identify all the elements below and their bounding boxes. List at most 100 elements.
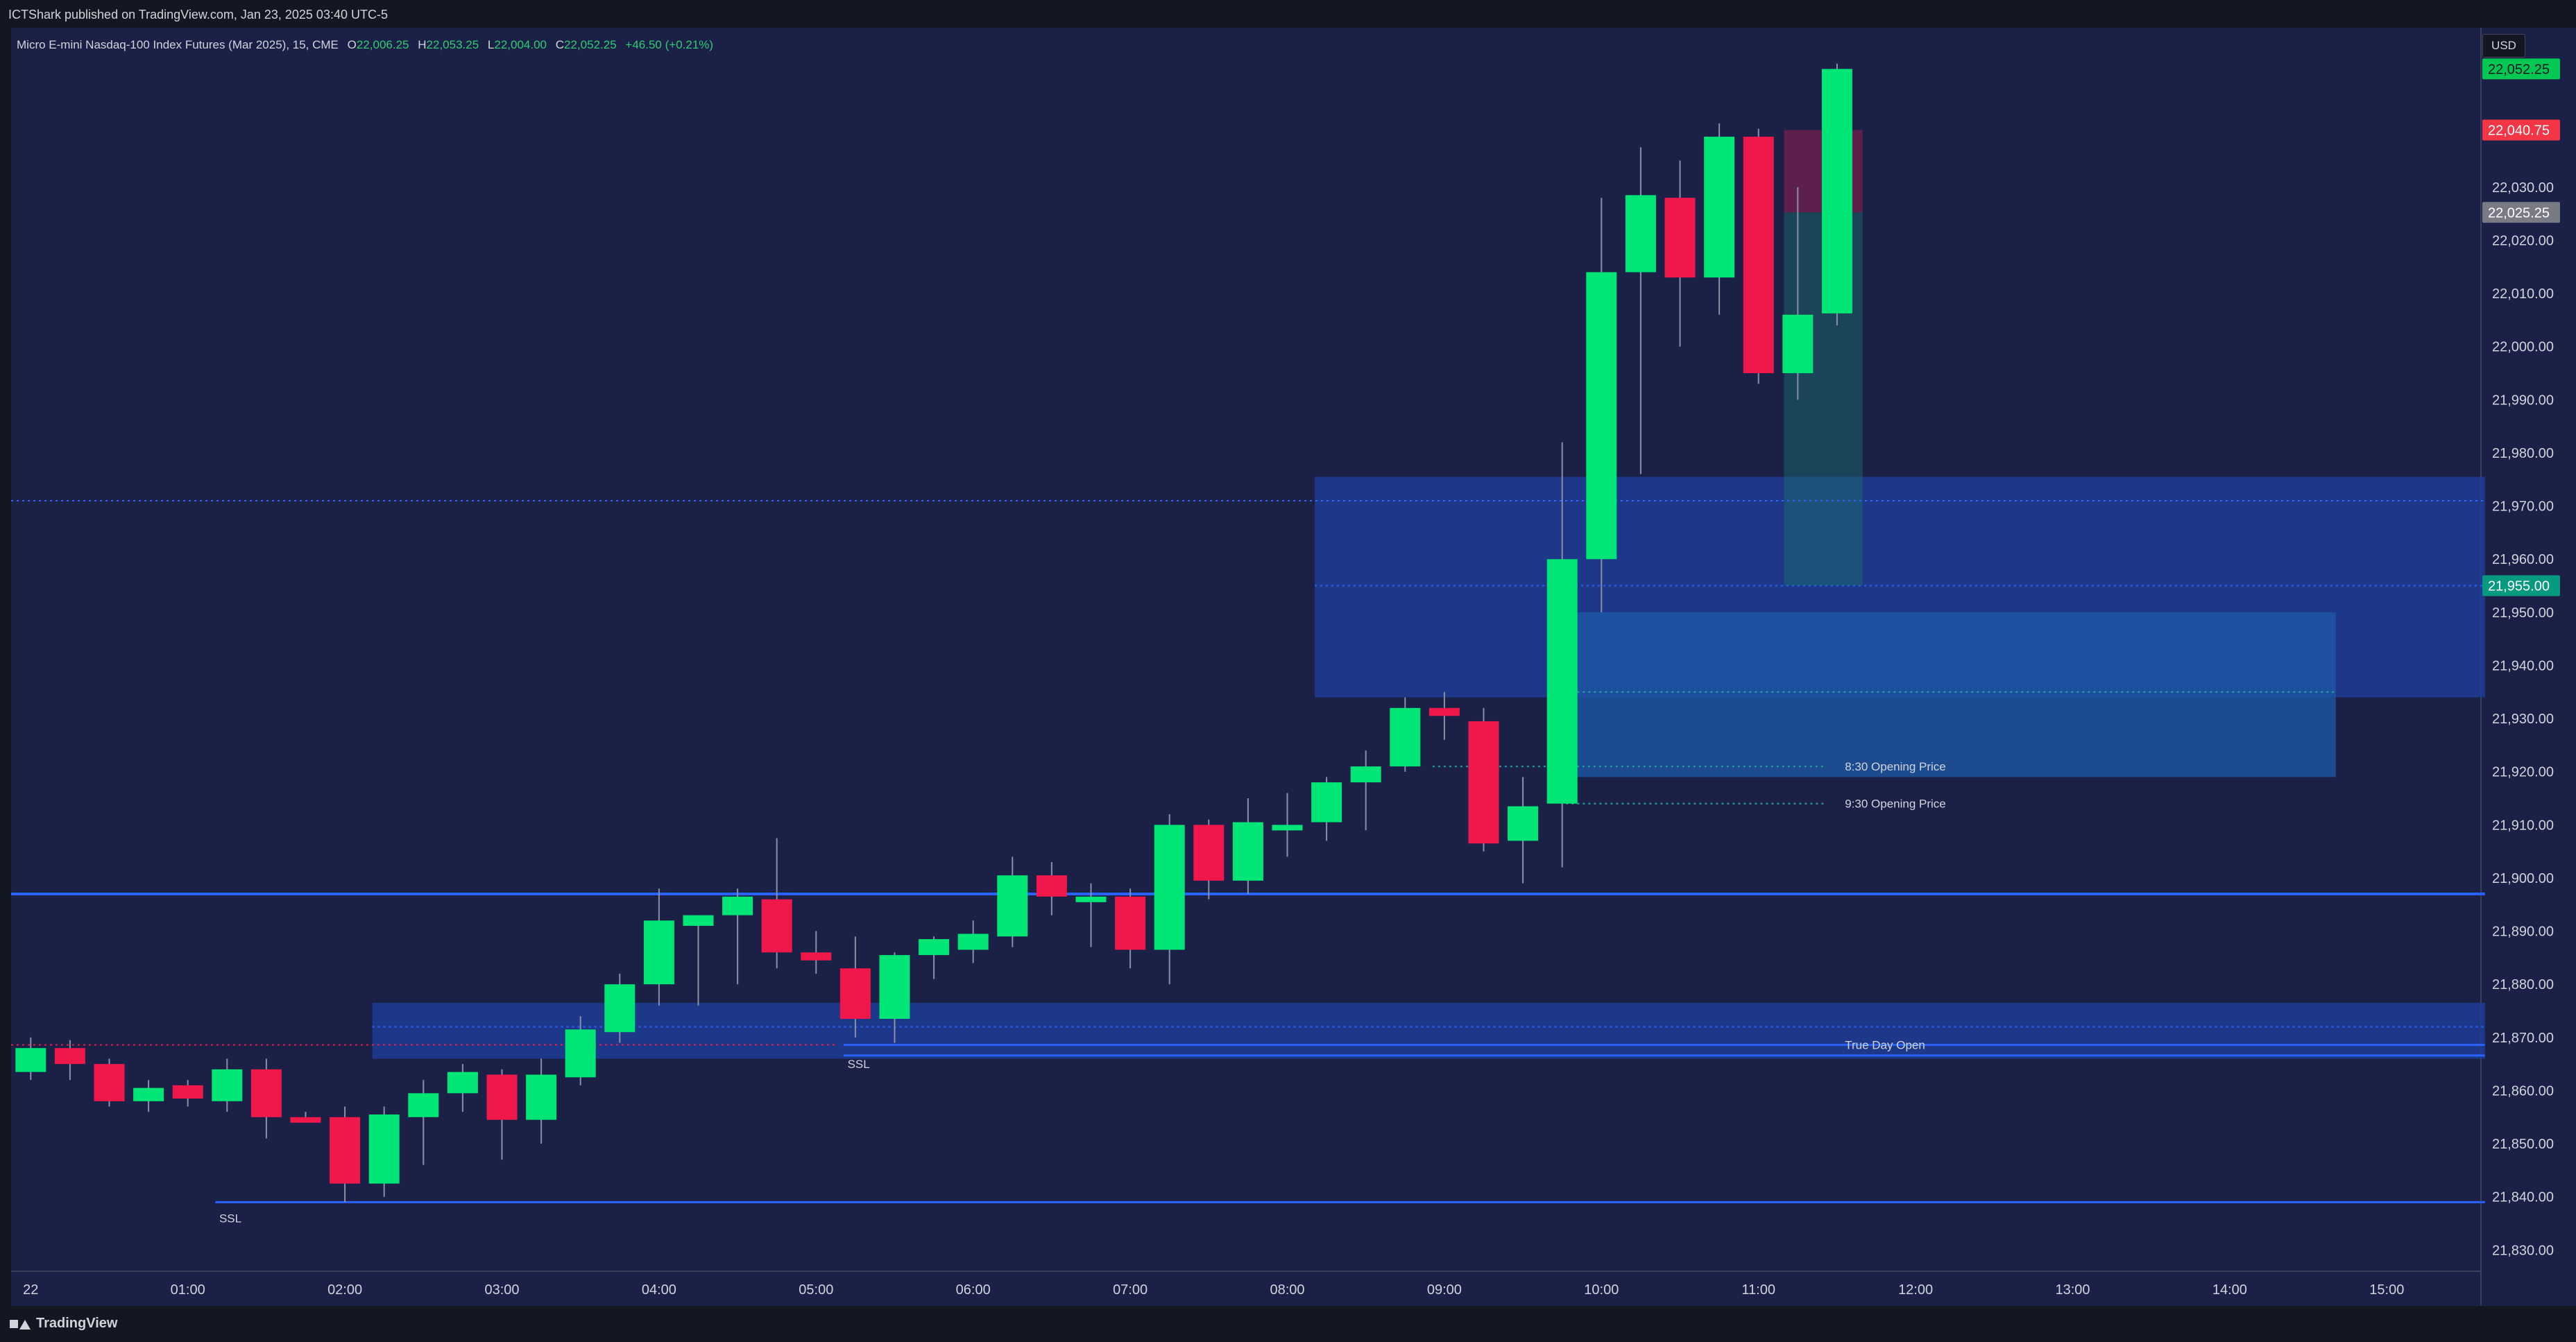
- candle-body: [408, 1093, 439, 1117]
- candle-body: [1664, 198, 1696, 278]
- time-tick-label: 13:00: [2055, 1282, 2090, 1298]
- candle: [1782, 187, 1814, 400]
- candle-body: [1743, 137, 1774, 374]
- price-tick-label: 22,030.00: [2492, 180, 2554, 196]
- price-tick-label: 21,910.00: [2492, 818, 2554, 833]
- candle: [447, 1064, 478, 1112]
- candle: [1115, 888, 1146, 969]
- price-tick-label: 21,980.00: [2492, 446, 2554, 461]
- candle: [1743, 128, 1774, 384]
- price-tick-label: 21,850.00: [2492, 1137, 2554, 1152]
- candle: [1586, 198, 1617, 612]
- price-labels-layer: 22,052.25 22,040.75 22,025.25 21,955.00: [2482, 58, 2560, 596]
- candle-body: [526, 1074, 557, 1120]
- time-tick-label: 14:00: [2212, 1282, 2247, 1298]
- annotations-layer: 8:30 Opening Price 9:30 Opening Price True…: [219, 760, 1946, 1225]
- time-tick-label: 22: [23, 1282, 38, 1298]
- candle-body: [643, 920, 674, 985]
- ohlc-legend[interactable]: Micro E-mini Nasdaq-100 Index Futures (M…: [17, 38, 713, 52]
- price-axis-background: [2481, 28, 2576, 1306]
- candle: [250, 1058, 282, 1139]
- price-label-text: 22,040.75: [2488, 123, 2550, 139]
- candle-body: [172, 1085, 203, 1099]
- candle-body: [1311, 782, 1342, 823]
- time-tick-label: 10:00: [1584, 1282, 1619, 1298]
- annotation-label: SSL: [219, 1212, 241, 1225]
- price-label: 22,025.25: [2482, 202, 2560, 223]
- candle: [486, 1069, 518, 1160]
- candle: [1154, 814, 1185, 985]
- candle: [15, 1037, 46, 1081]
- candle-body: [133, 1087, 164, 1101]
- candle: [290, 1112, 321, 1123]
- annotation-label: 9:30 Opening Price: [1845, 798, 1946, 811]
- candlestick-chart[interactable]: 8:30 Opening Price 9:30 Opening Price True…: [0, 28, 2576, 1306]
- candle: [133, 1080, 164, 1112]
- candle-body: [1468, 721, 1499, 844]
- candle-body: [330, 1117, 361, 1184]
- annotation-label: 8:30 Opening Price: [1845, 760, 1946, 773]
- candle-body: [1704, 137, 1735, 278]
- change-value: +46.50 (+0.21%): [625, 38, 714, 51]
- zones-layer: [372, 476, 2485, 1059]
- price-tick-label: 21,950.00: [2492, 605, 2554, 621]
- candle-body: [839, 968, 871, 1020]
- top-bar: ICTShark published on TradingView.com, J…: [0, 0, 2576, 28]
- candle: [1704, 123, 1735, 315]
- candle-body: [722, 896, 753, 915]
- candle: [1272, 793, 1303, 857]
- candle: [1350, 750, 1381, 831]
- candle: [1546, 442, 1578, 868]
- candle-body: [1272, 825, 1303, 831]
- candle-body: [1232, 822, 1263, 881]
- candle-body: [368, 1114, 400, 1184]
- candle-body: [1625, 195, 1656, 273]
- candle-body: [683, 915, 714, 926]
- candle-body: [1586, 272, 1617, 560]
- candle-body: [1075, 896, 1107, 902]
- tradingview-logo[interactable]: TradingView: [10, 1316, 117, 1332]
- candle-body: [1782, 314, 1814, 374]
- candle-body: [761, 899, 792, 953]
- candle: [526, 1058, 557, 1144]
- candle-body: [957, 934, 989, 950]
- price-tick-label: 21,930.00: [2492, 712, 2554, 727]
- currency-button[interactable]: USD: [2482, 34, 2525, 58]
- candle-body: [94, 1064, 125, 1101]
- candle: [722, 888, 753, 985]
- price-tick-label: 22,000.00: [2492, 340, 2554, 355]
- price-tick-label: 21,880.00: [2492, 977, 2554, 992]
- candle: [94, 1058, 125, 1107]
- candle-body: [1036, 875, 1067, 897]
- price-label-text: 22,025.25: [2488, 205, 2550, 221]
- price-label-bg: [2482, 58, 2560, 80]
- time-tick-label: 11:00: [1741, 1282, 1775, 1298]
- candle-body: [486, 1074, 518, 1120]
- candle: [1508, 777, 1539, 884]
- time-tick-label: 15:00: [2369, 1282, 2404, 1298]
- candle-body: [565, 1029, 596, 1078]
- high-value: 22,053.25: [426, 38, 479, 51]
- time-tick-label: 04:00: [642, 1282, 676, 1298]
- candle: [683, 915, 714, 1006]
- time-tick-label: 06:00: [956, 1282, 991, 1298]
- price-tick-label: 21,940.00: [2492, 658, 2554, 673]
- candle: [1036, 861, 1067, 915]
- price-label-bg: [2482, 202, 2560, 223]
- candle: [408, 1080, 439, 1165]
- price-tick-label: 21,840.00: [2492, 1190, 2554, 1205]
- time-tick-label: 01:00: [171, 1282, 205, 1298]
- close-value: 22,052.25: [564, 38, 617, 51]
- price-label: 21,955.00: [2482, 575, 2560, 596]
- high-label: H: [418, 38, 427, 51]
- candle-body: [919, 939, 950, 956]
- candle-body: [1428, 707, 1460, 716]
- symbol-name: Micro E-mini Nasdaq-100 Index Futures (M…: [17, 38, 339, 51]
- attribution-text: ICTShark published on TradingView.com, J…: [8, 8, 388, 21]
- chart-area[interactable]: 8:30 Opening Price 9:30 Opening Price True…: [0, 28, 2576, 1306]
- price-tick-label: 21,830.00: [2492, 1243, 2554, 1258]
- price-tick-label: 22,010.00: [2492, 286, 2554, 302]
- annotation-label: SSL: [848, 1058, 870, 1071]
- candle-body: [15, 1048, 46, 1072]
- candle-body: [1821, 69, 1852, 313]
